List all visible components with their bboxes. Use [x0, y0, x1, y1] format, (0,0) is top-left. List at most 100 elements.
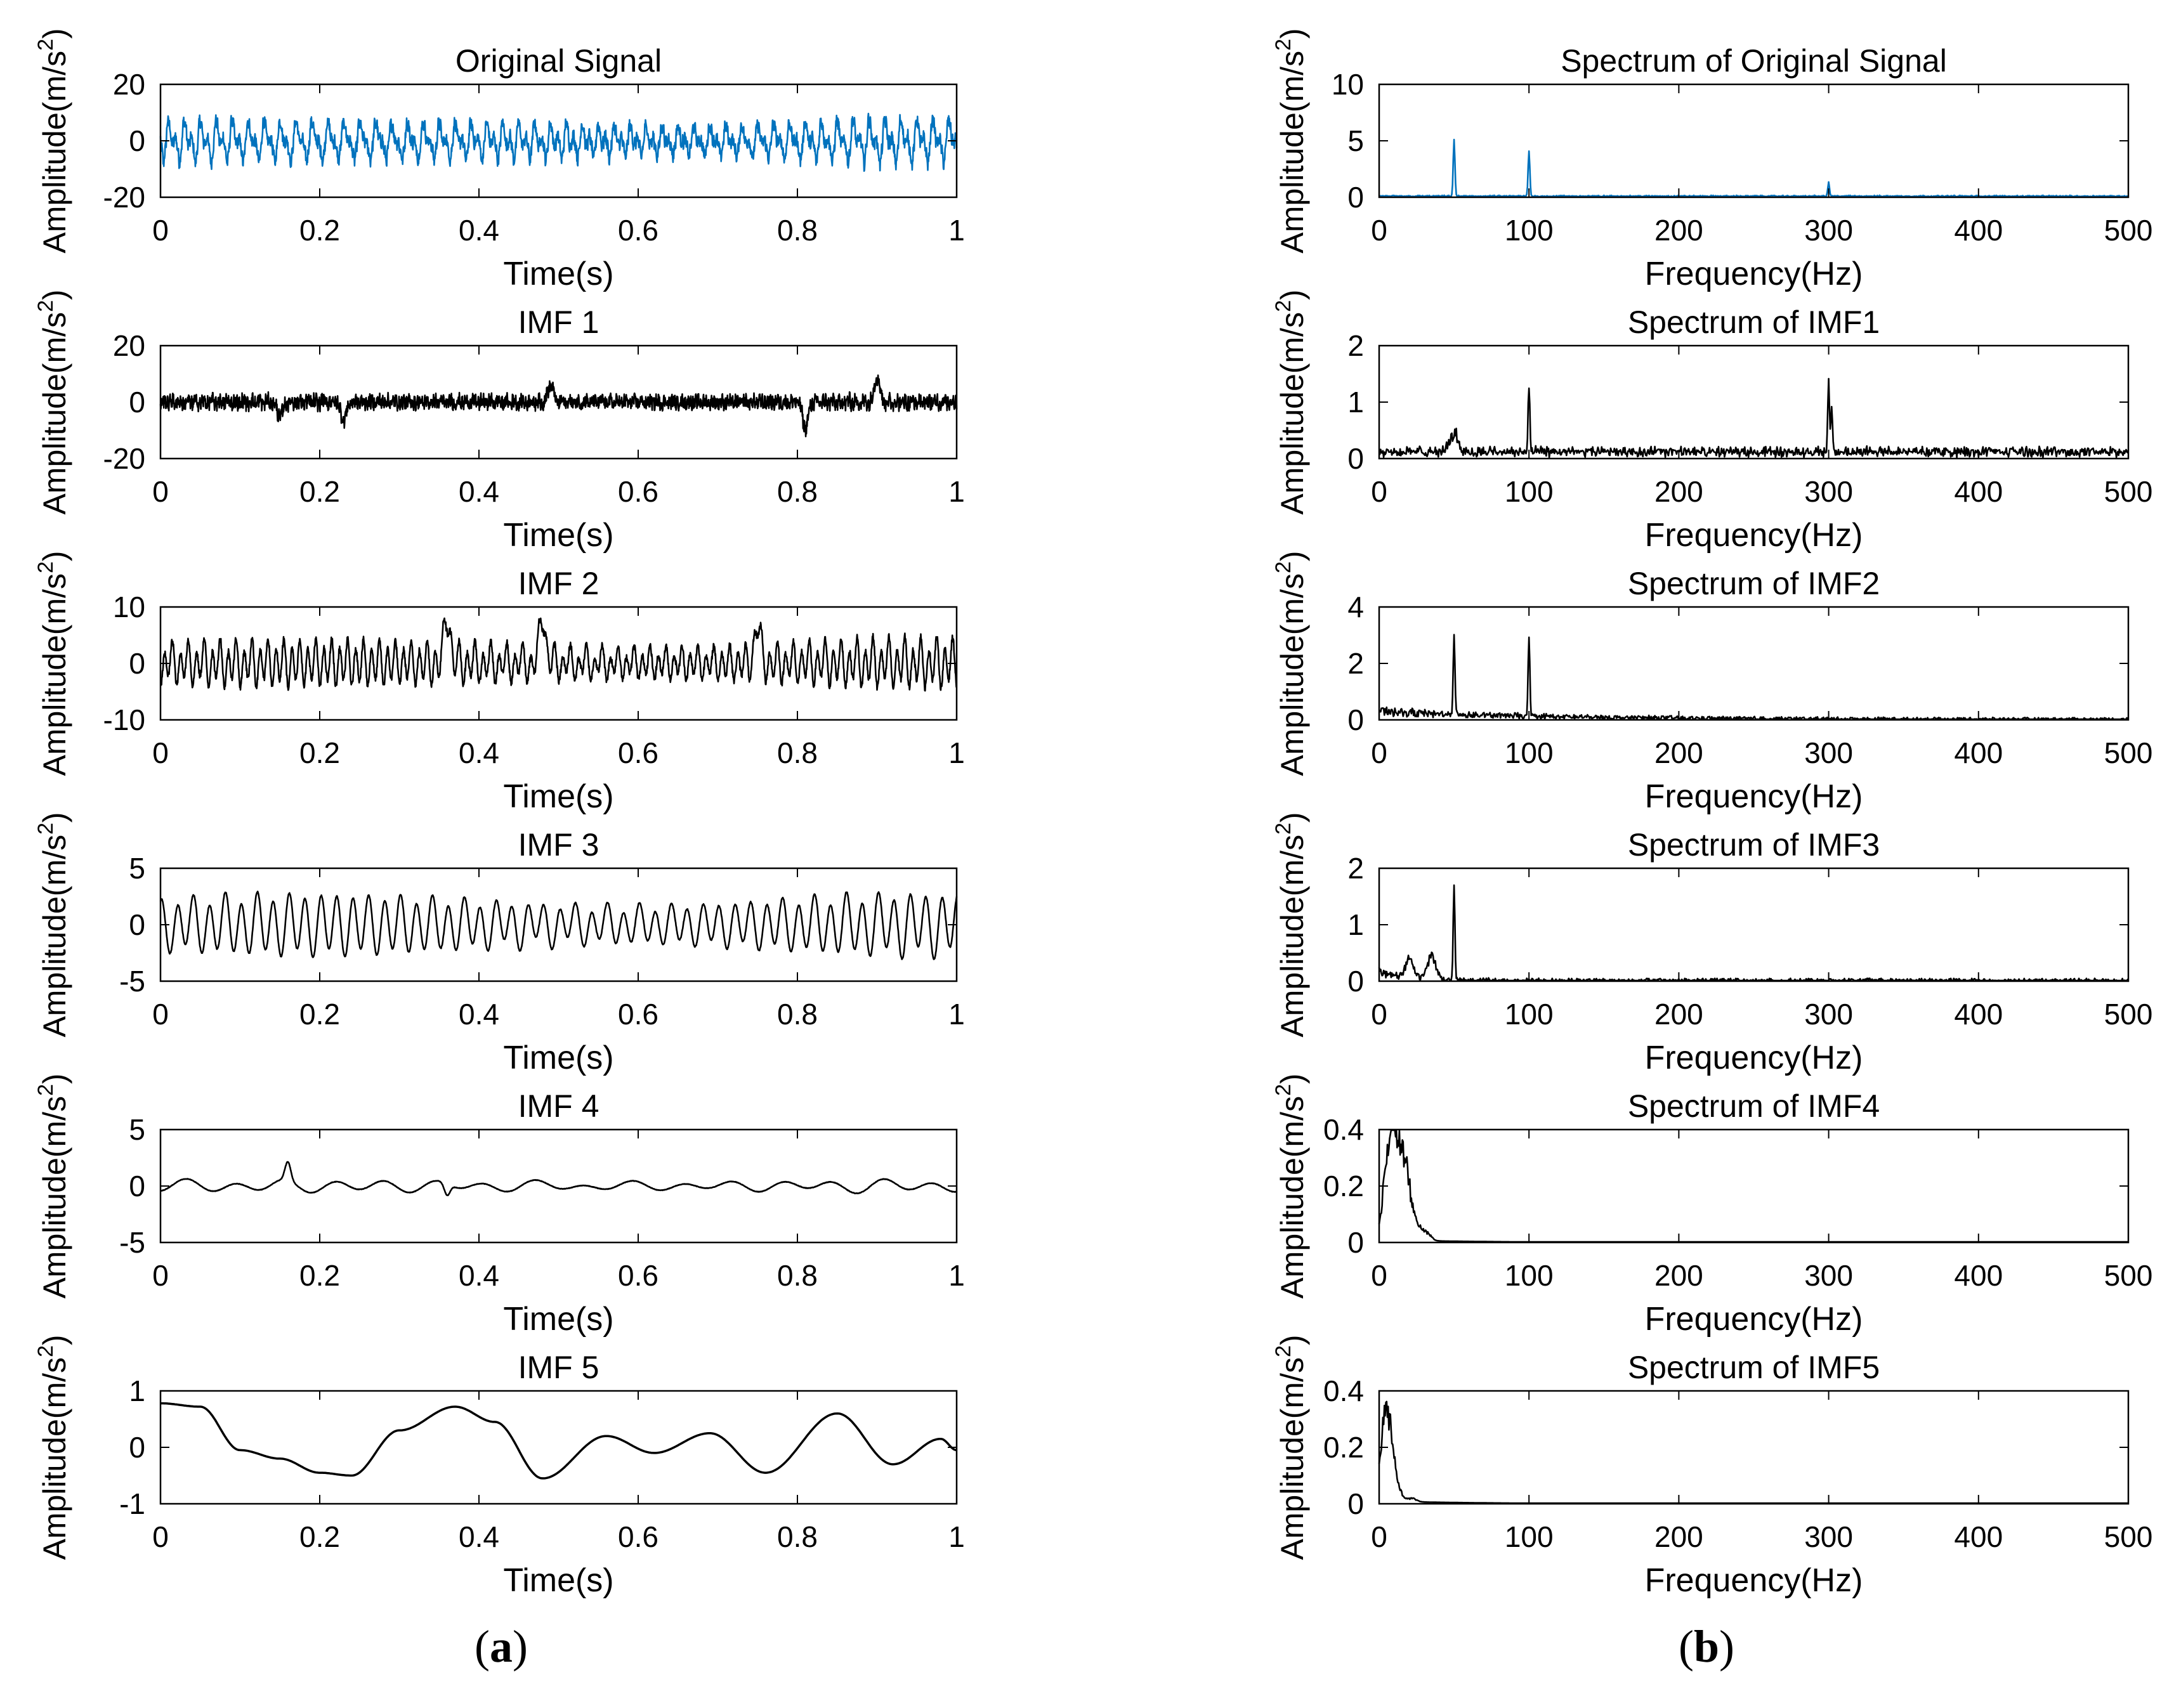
- y-axis-label: Amplitude(m/s2): [34, 28, 72, 253]
- y-axis-label-close: ): [37, 28, 72, 39]
- y-tick-label: 0: [129, 1431, 145, 1464]
- chart-title: Original Signal: [455, 43, 662, 79]
- x-tick-label: 0.6: [618, 475, 658, 508]
- series-line: [160, 1161, 957, 1197]
- x-axis-label: Time(s): [503, 1040, 613, 1076]
- x-axis-label: Frequency(Hz): [1645, 517, 1863, 554]
- chart-title: Spectrum of IMF3: [1628, 827, 1880, 863]
- y-axis-label-main: Amplitude(m/s: [1274, 835, 1310, 1038]
- chart-b-4: 0 100 200 300 400 500 0 0.2 0.4 Spectrum of IMF4 F…: [1271, 1073, 2152, 1338]
- y-axis-label: Amplitude(m/s2): [34, 1073, 72, 1298]
- chart-title: IMF 2: [518, 566, 599, 601]
- series-line: [159, 890, 958, 960]
- series-line: [160, 617, 958, 692]
- x-tick-label: 300: [1804, 475, 1853, 508]
- x-tick-label: 0.4: [459, 998, 499, 1031]
- x-axis-label: Time(s): [503, 1301, 613, 1338]
- axes-frame: [1378, 867, 2130, 982]
- y-tick-label: 0: [1347, 703, 1364, 736]
- x-tick-label: 0: [1371, 998, 1387, 1031]
- y-axis-label-close: ): [1274, 28, 1310, 39]
- x-tick-label: 0: [1371, 736, 1387, 769]
- y-tick-label: 1: [1347, 908, 1364, 941]
- y-tick-label: 1: [129, 1374, 145, 1407]
- series-line: [1378, 1129, 2129, 1243]
- series-line: [1378, 1400, 2129, 1504]
- y-tick-label: 10: [1332, 68, 1364, 101]
- x-tick-label: 1: [948, 998, 965, 1031]
- y-tick-label: -5: [119, 965, 145, 998]
- series-line: [1378, 884, 2130, 982]
- x-axis-label: Time(s): [503, 256, 613, 292]
- y-tick-label: 5: [129, 1113, 145, 1146]
- y-axis-label: Amplitude(m/s2): [1271, 28, 1310, 253]
- series-line: [159, 112, 958, 172]
- axes-frame: [1378, 1128, 2130, 1244]
- chart-b-3: 0 100 200 300 400 500 0 1 2 Spectrum of IMF3 Frequ…: [1271, 812, 2152, 1076]
- y-axis-label-main: Amplitude(m/s: [1274, 1357, 1310, 1560]
- x-tick-label: 500: [2104, 475, 2153, 508]
- y-axis-label-superscript: 2: [1271, 1345, 1295, 1357]
- y-axis-label-close: ): [37, 551, 72, 561]
- x-tick-label: 400: [1954, 1520, 2003, 1553]
- y-axis-label-main: Amplitude(m/s: [1274, 573, 1310, 776]
- x-tick-label: 100: [1505, 1259, 1554, 1292]
- x-tick-label: 300: [1804, 998, 1853, 1031]
- y-tick-label: 0: [1347, 181, 1364, 214]
- x-tick-label: 300: [1804, 736, 1853, 769]
- axes-frame: [1378, 83, 2130, 199]
- x-tick-label: 0.6: [618, 1259, 658, 1292]
- x-tick-label: 200: [1654, 736, 1703, 769]
- caption-b: (b): [1678, 1621, 1734, 1672]
- y-tick-label: 0: [1347, 1487, 1364, 1520]
- y-tick-label: 2: [1347, 852, 1364, 885]
- y-axis-label: Amplitude(m/s2): [1271, 1334, 1310, 1560]
- y-axis-label-superscript: 2: [34, 1084, 58, 1096]
- y-tick-label: -20: [103, 181, 145, 214]
- chart-title: IMF 3: [518, 827, 599, 863]
- y-tick-label: 0: [1347, 1226, 1364, 1259]
- x-tick-label: 1: [948, 736, 965, 769]
- y-axis-label-superscript: 2: [1271, 1084, 1295, 1096]
- x-tick-label: 0.4: [459, 214, 499, 247]
- x-tick-label: 400: [1954, 1259, 2003, 1292]
- y-axis-label: Amplitude(m/s2): [34, 289, 72, 514]
- y-axis-label-superscript: 2: [1271, 561, 1295, 573]
- axes-frame: [159, 1128, 958, 1244]
- x-tick-label: 100: [1505, 1520, 1554, 1553]
- axes-frame: [159, 606, 958, 721]
- y-axis-label-superscript: 2: [1271, 300, 1295, 312]
- x-tick-label: 400: [1954, 998, 2003, 1031]
- y-tick-label: 1: [1347, 386, 1364, 419]
- x-axis-label: Time(s): [503, 1562, 613, 1599]
- axes-frame: [1378, 606, 2130, 721]
- x-tick-label: 0.8: [777, 1520, 818, 1553]
- y-axis-label-superscript: 2: [1271, 823, 1295, 835]
- x-tick-label: 0.8: [777, 214, 818, 247]
- y-axis-label-close: ): [37, 1073, 72, 1084]
- axes-frame: [159, 1390, 958, 1505]
- x-tick-label: 0.2: [299, 998, 340, 1031]
- chart-title: Spectrum of IMF1: [1628, 304, 1880, 340]
- y-axis-label: Amplitude(m/s2): [34, 1334, 72, 1560]
- y-axis-label-superscript: 2: [34, 1345, 58, 1357]
- x-tick-label: 0: [152, 736, 169, 769]
- chart-title: Spectrum of IMF4: [1628, 1088, 1880, 1124]
- x-tick-label: 0.2: [299, 214, 340, 247]
- x-tick-label: 0.4: [459, 475, 499, 508]
- y-axis-label: Amplitude(m/s2): [34, 812, 72, 1037]
- x-tick-label: 0.6: [618, 998, 658, 1031]
- y-axis-label: Amplitude(m/s2): [1271, 812, 1310, 1037]
- y-axis-label-close: ): [1274, 289, 1310, 300]
- x-tick-label: 0.2: [299, 475, 340, 508]
- chart-title: Spectrum of IMF5: [1628, 1350, 1880, 1385]
- x-tick-label: 0.2: [299, 736, 340, 769]
- y-tick-label: 2: [1347, 647, 1364, 680]
- x-tick-label: 500: [2104, 998, 2153, 1031]
- y-axis-label-close: ): [1274, 812, 1310, 823]
- y-tick-label: -5: [119, 1226, 145, 1259]
- y-axis-label-superscript: 2: [34, 823, 58, 835]
- series-line: [1379, 377, 2130, 459]
- series-line: [160, 1402, 957, 1480]
- y-tick-label: 0: [1347, 442, 1364, 475]
